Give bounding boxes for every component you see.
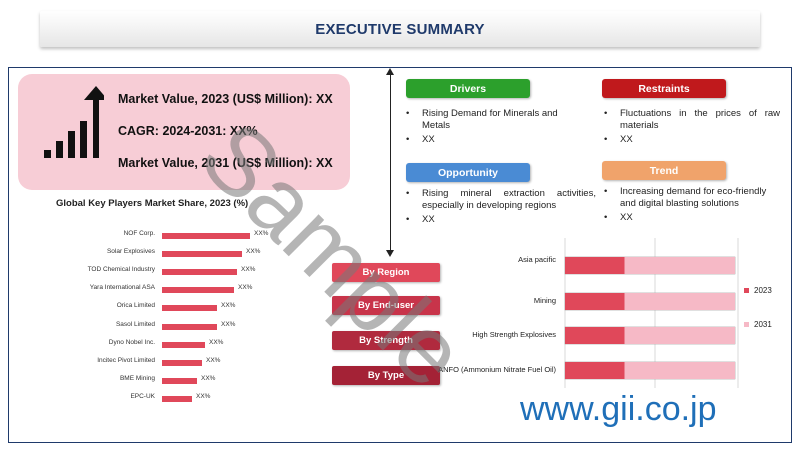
player-row: NOF Corp. XX% — [10, 229, 300, 243]
player-bar — [162, 251, 242, 258]
legend-label: 2031 — [754, 320, 772, 329]
drivers-item: Rising Demand for Minerals and Metals — [402, 108, 574, 132]
opportunity-item: Rising mineral extraction activities, es… — [402, 188, 596, 212]
site-url: www.gii.co.jp — [520, 390, 717, 428]
segment-category-label: Asia pacific — [518, 255, 556, 264]
kpi-box: Market Value, 2023 (US$ Million): XX CAG… — [18, 74, 350, 190]
player-name: Incitec Pivot Limited — [97, 356, 155, 364]
player-bar — [162, 269, 237, 276]
drivers-pill: Drivers — [406, 79, 530, 98]
trend-list: Increasing demand for eco-friendly and d… — [600, 186, 780, 226]
player-row: Sasol Limited XX% — [10, 320, 300, 334]
kpi-cagr: CAGR: 2024-2031: XX% — [118, 124, 258, 138]
player-value: XX% — [254, 230, 269, 237]
player-row: Yara International ASA XX% — [10, 283, 300, 297]
segment-pill: By Type — [332, 366, 440, 385]
player-bar — [162, 323, 217, 330]
restraints-pill: Restraints — [602, 79, 726, 98]
player-bar — [162, 395, 192, 402]
divider-arrow — [390, 74, 391, 252]
player-bar — [162, 287, 234, 294]
page-title: EXECUTIVE SUMMARY — [315, 20, 485, 38]
player-value: XX% — [221, 320, 236, 328]
restraints-label: Restraints — [638, 82, 690, 95]
player-bar — [162, 341, 205, 348]
title-bar: EXECUTIVE SUMMARY — [40, 11, 760, 47]
growth-chart-icon — [44, 86, 104, 158]
drivers-item: XX — [402, 134, 574, 146]
opportunity-item: XX — [402, 214, 596, 226]
arrow-down-icon — [386, 250, 394, 257]
restraints-list: Fluctuations in the prices of raw materi… — [600, 108, 780, 148]
segment-category-label: Mining — [533, 296, 556, 305]
drivers-label: Drivers — [449, 82, 487, 95]
player-value: XX% — [238, 284, 253, 292]
restraints-item: Fluctuations in the prices of raw materi… — [600, 108, 780, 132]
legend-swatch — [744, 322, 749, 327]
player-row: Orica Limited XX% — [10, 301, 300, 315]
legend-2031: 2031 — [744, 320, 772, 329]
player-value: XX% — [221, 302, 236, 310]
content-frame — [8, 67, 792, 443]
opportunity-pill: Opportunity — [406, 163, 530, 182]
player-name: Yara International ASA — [89, 284, 155, 292]
player-row: Dyno Nobel Inc. XX% — [10, 338, 300, 352]
player-name: Sasol Limited — [115, 320, 155, 328]
segment-category-label: High Strength Explosives — [472, 330, 556, 339]
player-name: EPC-UK — [130, 392, 155, 400]
drivers-list: Rising Demand for Minerals and Metals XX — [402, 108, 574, 148]
player-name: TOD Chemical Industry — [87, 266, 155, 274]
player-value: XX% — [209, 338, 224, 346]
kpi-market-value-2031: Market Value, 2031 (US$ Million): XX — [118, 156, 333, 170]
player-value: XX% — [241, 266, 256, 274]
arrow-up-icon — [386, 68, 394, 75]
player-bar — [162, 305, 217, 312]
trend-pill: Trend — [602, 161, 726, 180]
player-value: XX% — [196, 392, 211, 400]
segment-pill: By End-user — [332, 296, 440, 315]
segment-category-label: ANFO (Ammonium Nitrate Fuel Oil) — [438, 365, 556, 374]
player-row: BME Mining XX% — [10, 374, 300, 388]
player-value: XX% — [246, 248, 261, 256]
players-chart-title: Global Key Players Market Share, 2023 (%… — [56, 198, 249, 209]
legend-2023: 2023 — [744, 286, 772, 295]
player-name: Solar Explosives — [106, 248, 155, 256]
player-value: XX% — [201, 374, 216, 382]
player-bar — [162, 377, 197, 384]
kpi-market-value-2023: Market Value, 2023 (US$ Million): XX — [118, 92, 333, 106]
player-bar — [162, 359, 202, 366]
player-row: Solar Explosives XX% — [10, 247, 300, 261]
legend-label: 2023 — [754, 286, 772, 295]
segment-pill: By Strength — [332, 331, 440, 350]
opportunity-list: Rising mineral extraction activities, es… — [402, 188, 596, 228]
player-name: NOF Corp. — [123, 230, 155, 237]
player-row: EPC-UK XX% — [10, 392, 300, 406]
player-bar — [162, 233, 250, 239]
player-row: TOD Chemical Industry XX% — [10, 265, 300, 279]
player-row: Incitec Pivot Limited XX% — [10, 356, 300, 370]
restraints-item: XX — [600, 134, 780, 146]
player-name: Dyno Nobel Inc. — [108, 338, 155, 346]
trend-item: Increasing demand for eco-friendly and d… — [600, 186, 780, 210]
player-name: BME Mining — [119, 374, 155, 382]
player-name: Orica Limited — [116, 302, 155, 310]
player-value: XX% — [206, 356, 221, 364]
segment-pill: By Region — [332, 263, 440, 282]
legend-swatch — [744, 288, 749, 293]
trend-item: XX — [600, 212, 780, 224]
trend-label: Trend — [649, 164, 679, 177]
opportunity-label: Opportunity — [437, 166, 499, 179]
